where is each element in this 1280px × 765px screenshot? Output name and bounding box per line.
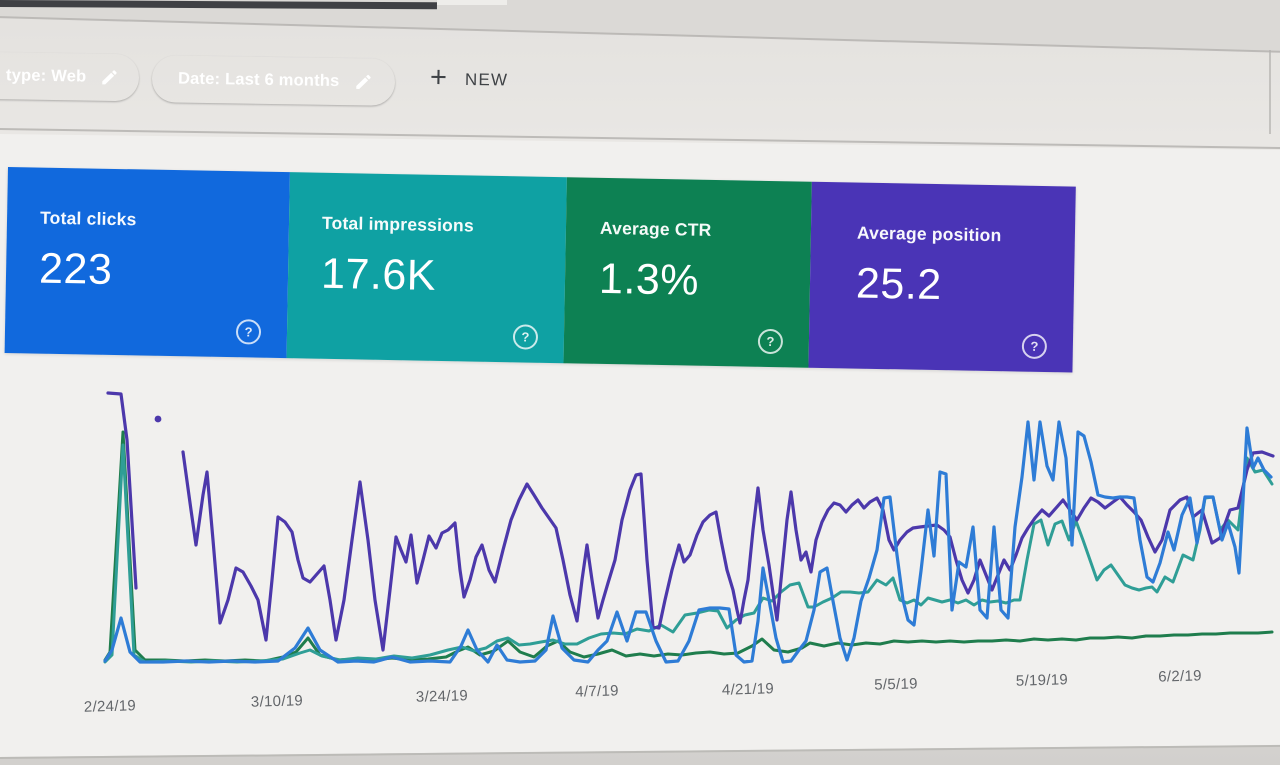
chart-series-line — [103, 430, 1274, 663]
metric-value: 25.2 — [855, 259, 943, 310]
chart-data-point-dot — [154, 415, 162, 423]
edit-pencil-icon[interactable] — [353, 72, 372, 91]
metric-card-average-ctr[interactable]: Average CTR 1.3% ? — [563, 177, 812, 368]
metric-card-average-position[interactable]: Average position 25.2 ? — [808, 181, 1076, 373]
new-filter-label: NEW — [464, 69, 509, 90]
metric-value: 17.6K — [320, 249, 437, 300]
filter-chip-search-type-label: type: Web — [5, 66, 87, 86]
metric-label: Average CTR — [599, 217, 712, 240]
window-right-edge — [1269, 50, 1271, 134]
filter-chip-date[interactable]: Date: Last 6 months — [152, 55, 395, 106]
metric-label: Total clicks — [39, 207, 137, 230]
chart-series-line — [103, 443, 1274, 664]
help-icon[interactable]: ? — [1021, 333, 1048, 360]
edit-pencil-icon[interactable] — [100, 68, 119, 87]
bezel-notch — [437, 0, 507, 5]
performance-line-chart[interactable] — [0, 378, 1280, 680]
metric-card-total-impressions[interactable]: Total impressions 17.6K ? — [286, 172, 567, 364]
metric-cards-row: Total clicks 223 ? Total impressions 17.… — [4, 167, 1076, 373]
help-icon[interactable]: ? — [235, 319, 262, 345]
chart-series-line — [103, 420, 1273, 664]
metric-label: Average position — [856, 222, 1002, 246]
plus-icon: + — [429, 61, 448, 94]
chart-series-line — [181, 450, 1275, 652]
chart-canvas — [103, 391, 1275, 664]
filter-chip-date-label: Date: Last 6 months — [177, 69, 340, 91]
photo-top-shade — [0, 0, 1280, 52]
new-filter-button[interactable]: + NEW — [429, 61, 509, 94]
metric-value: 1.3% — [598, 254, 700, 305]
help-icon[interactable]: ? — [512, 324, 539, 350]
metric-value: 223 — [38, 244, 113, 294]
help-icon[interactable]: ? — [757, 328, 784, 355]
filter-chip-search-type[interactable]: type: Web — [0, 52, 140, 102]
metric-card-total-clicks[interactable]: Total clicks 223 ? — [4, 167, 290, 359]
metric-label: Total impressions — [321, 212, 475, 236]
chart-series-line — [106, 391, 138, 590]
